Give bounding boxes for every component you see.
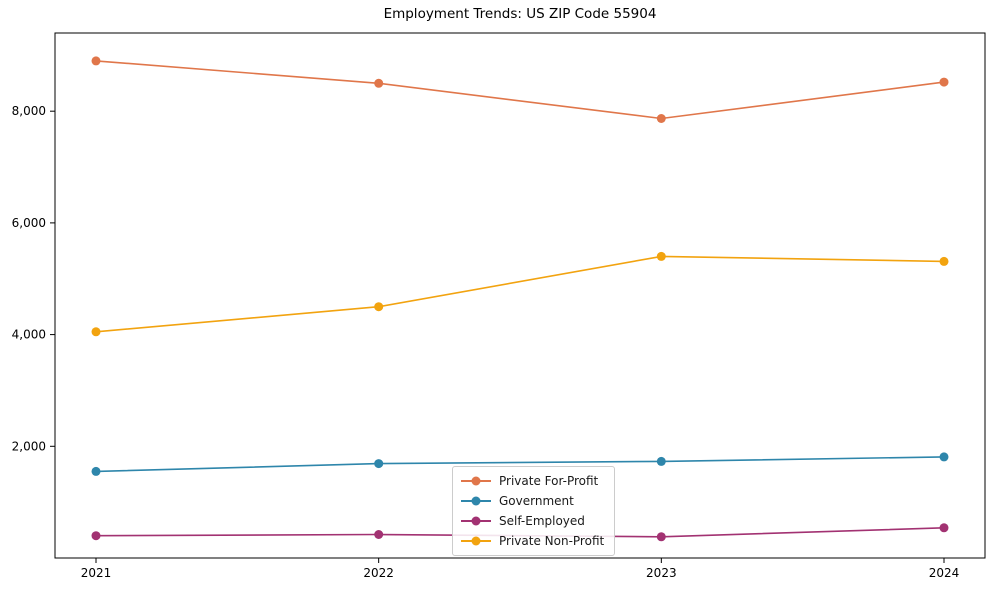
legend-line-marker-icon [461,516,491,527]
data-point-self-employed [374,530,384,539]
legend-line-marker-icon [461,496,491,507]
legend-item-private-non-profit: Private Non-Profit [461,533,604,549]
y-tick-label: 8,000 [12,104,46,118]
data-point-private-non-profit [91,327,101,337]
legend-label: Private For-Profit [499,474,599,488]
legend-label: Private Non-Profit [499,534,605,548]
plot-border [54,32,986,559]
data-point-government [656,456,666,466]
data-point-self-employed [91,531,101,541]
data-point-government [939,452,949,462]
data-point-government [374,459,384,469]
legend-line-marker-icon [461,476,491,487]
legend-label: Government [499,494,574,508]
legend-line-marker-icon [461,536,491,547]
data-point-private-for-profit [656,114,666,123]
legend-item-self-employed: Self-Employed [461,513,604,529]
legend-item-private-for-profit: Private For-Profit [461,473,604,489]
x-tick-label: 2023 [646,566,677,580]
x-tick-label: 2021 [81,566,112,580]
data-point-private-non-profit [939,256,949,266]
series-line-government [95,456,945,473]
y-tick-label: 2,000 [12,439,46,453]
data-point-private-non-profit [656,251,666,261]
series-line-private-non-profit [95,255,945,333]
data-point-private-for-profit [91,56,101,66]
series-line-private-for-profit [95,60,945,120]
chart-title: Employment Trends: US ZIP Code 55904 [383,6,657,22]
legend-item-government: Government [461,493,604,509]
x-tick-label: 2024 [929,566,960,580]
data-point-private-for-profit [374,78,384,88]
y-tick-label: 4,000 [12,328,46,342]
chart-legend: Private For-Profit Government Self-Emplo… [452,466,616,556]
data-point-private-non-profit [374,302,384,312]
data-point-self-employed [656,532,666,542]
legend-label: Self-Employed [499,514,585,528]
x-tick-label: 2022 [363,566,394,580]
data-point-private-for-profit [939,77,949,87]
data-point-self-employed [939,523,949,533]
data-point-government [91,466,101,476]
y-tick-label: 6,000 [12,216,46,230]
